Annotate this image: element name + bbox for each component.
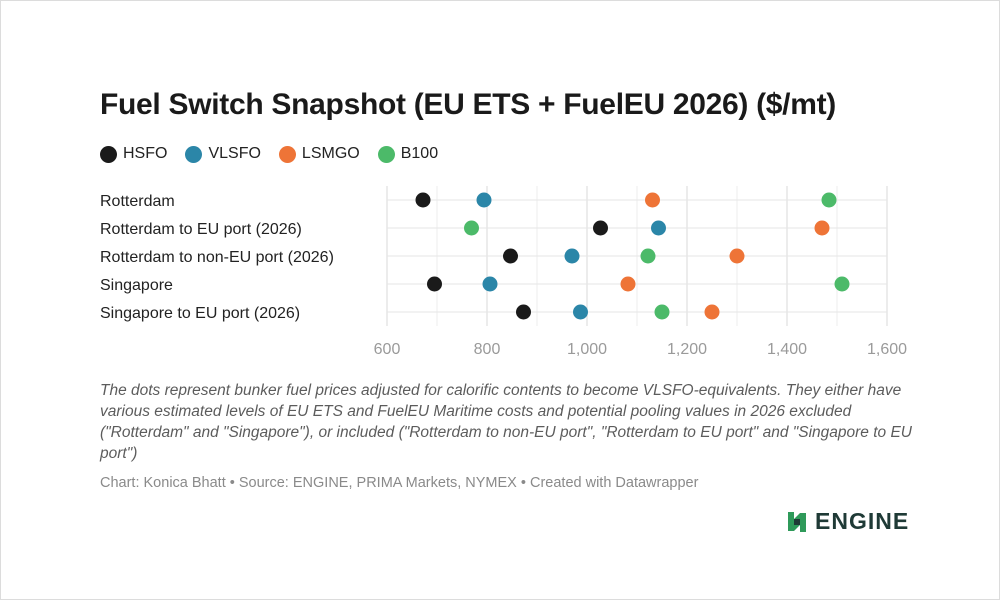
category-label: Rotterdam to EU port (2026) [100, 221, 302, 238]
dot-b100 [821, 192, 837, 208]
dot-vlsfo [476, 192, 492, 208]
engine-logo: ENGINE [785, 508, 909, 535]
category-label: Rotterdam to non-EU port (2026) [100, 249, 334, 266]
dot-b100 [834, 276, 850, 292]
chart-source: Chart: Konica Bhatt • Source: ENGINE, PR… [100, 475, 699, 491]
engine-logo-text: ENGINE [815, 508, 910, 534]
dot-hsfo [516, 304, 531, 320]
dot-vlsfo [482, 276, 498, 292]
legend-item-hsfo: HSFO [100, 145, 167, 163]
legend-label: HSFO [123, 145, 168, 162]
chart-notes: The dots represent bunker fuel prices ad… [100, 382, 912, 462]
legend-label: LSMGO [301, 145, 360, 162]
legend-swatch [377, 145, 395, 163]
engine-logo-icon [788, 511, 806, 532]
legend-item-vlsfo: VLSFO [185, 145, 261, 163]
legend-label: VLSFO [208, 145, 261, 162]
dot-lsmgo [704, 304, 720, 320]
dot-hsfo [427, 276, 442, 292]
legend-swatch [185, 145, 203, 163]
chart-title: Fuel Switch Snapshot (EU ETS + FuelEU 20… [100, 88, 836, 121]
dot-b100 [654, 304, 670, 320]
category-label: Singapore [100, 277, 173, 294]
dot-b100 [640, 248, 656, 264]
x-tick-label: 1,400 [767, 341, 807, 358]
dot-plot: Rotterdam Rotterdam to EU port (2026) Rott… [100, 186, 907, 358]
legend-swatch [100, 145, 117, 163]
dot-hsfo [415, 192, 431, 208]
x-tick-label: 1,000 [567, 341, 607, 358]
chart-legend: HSFO VLSFO LSMGO B100 [100, 145, 438, 163]
dot-lsmgo [729, 248, 745, 264]
dot-hsfo [593, 220, 608, 236]
x-tick-label: 1,600 [867, 341, 907, 358]
x-tick-label: 1,200 [667, 341, 707, 358]
dot-vlsfo [564, 248, 580, 264]
legend-swatch [278, 145, 296, 163]
dot-lsmgo [814, 220, 830, 236]
legend-label: B100 [400, 145, 439, 162]
x-tick-label: 600 [374, 341, 401, 358]
x-tick-label: 800 [474, 341, 501, 358]
dot-vlsfo [573, 304, 588, 320]
dot-b100 [464, 220, 479, 236]
legend-item-b100: B100 [377, 145, 439, 163]
dot-lsmgo [645, 192, 660, 208]
dot-lsmgo [620, 276, 636, 292]
dot-hsfo [503, 248, 518, 264]
dot-vlsfo [651, 220, 666, 236]
legend-item-lsmgo: LSMGO [278, 145, 360, 163]
category-label: Rotterdam [100, 193, 175, 210]
category-label: Singapore to EU port (2026) [100, 305, 300, 322]
